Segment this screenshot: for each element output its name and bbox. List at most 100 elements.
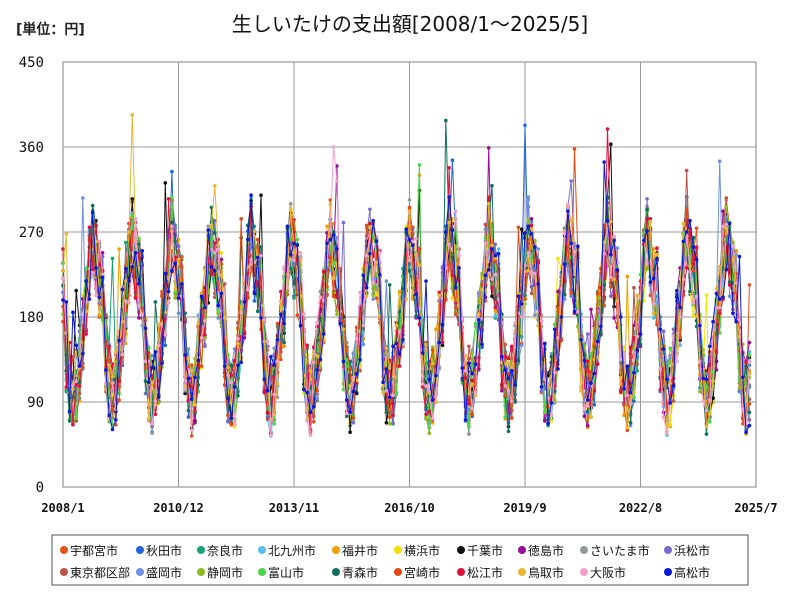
data-point: [651, 247, 656, 251]
data-point: [470, 406, 475, 411]
data-point: [226, 373, 230, 378]
data-point: [308, 433, 313, 437]
data-point: [64, 300, 69, 304]
data-point: [348, 367, 352, 371]
data-point: [328, 228, 333, 232]
data-point: [391, 421, 395, 425]
data-point: [741, 421, 745, 426]
data-point: [147, 417, 151, 421]
data-point: [156, 343, 161, 348]
data-point: [480, 342, 484, 347]
data-point: [675, 359, 679, 364]
data-point: [585, 423, 590, 428]
legend-item: さいたま市: [580, 543, 650, 558]
legend-label: 青森市: [342, 565, 378, 580]
data-point: [232, 358, 237, 363]
data-point: [130, 265, 135, 269]
data-point: [437, 340, 442, 345]
data-point: [252, 299, 257, 303]
data-point: [77, 371, 82, 376]
x-tick-label: 2025/7: [734, 501, 777, 515]
data-point: [533, 313, 537, 317]
data-point: [64, 232, 69, 236]
data-point: [137, 303, 141, 308]
data-point: [585, 359, 590, 364]
data-point: [180, 294, 184, 299]
data-point: [404, 297, 409, 301]
data-point: [67, 409, 72, 414]
data-point: [325, 231, 329, 235]
data-point: [285, 224, 290, 229]
data-point: [506, 361, 511, 366]
data-point: [209, 265, 214, 269]
data-point: [632, 285, 636, 290]
data-point: [569, 179, 573, 183]
data-point: [110, 374, 115, 379]
data-point: [407, 209, 412, 213]
data-point: [529, 232, 534, 236]
data-point: [595, 291, 600, 296]
y-tick-label: 270: [19, 225, 44, 241]
data-point: [447, 166, 451, 170]
data-point: [688, 218, 692, 223]
data-point: [173, 226, 177, 230]
data-point: [589, 370, 593, 374]
data-point: [305, 343, 310, 348]
data-point: [156, 395, 161, 400]
data-point: [143, 379, 148, 384]
data-point: [166, 301, 171, 305]
data-point: [193, 421, 197, 425]
data-point: [572, 309, 577, 314]
data-point: [81, 196, 85, 200]
data-point: [279, 350, 283, 354]
data-point: [605, 127, 610, 131]
data-point: [292, 217, 296, 222]
data-point: [150, 421, 154, 426]
data-point: [67, 419, 72, 423]
data-point: [255, 309, 260, 314]
data-point: [463, 418, 468, 422]
data-point: [470, 412, 475, 417]
data-point: [328, 255, 333, 260]
data-point: [708, 398, 712, 402]
data-point: [262, 318, 267, 322]
data-point: [371, 293, 376, 298]
data-point: [661, 347, 666, 351]
legend-label: 静岡市: [207, 565, 243, 580]
data-point: [727, 283, 732, 287]
data-point: [463, 369, 468, 373]
data-point: [170, 169, 174, 174]
legend-label: 鳥取市: [528, 565, 564, 580]
data-point: [137, 282, 141, 286]
data-point: [348, 430, 352, 435]
legend-label: 千葉市: [467, 543, 503, 558]
data-point: [618, 382, 623, 386]
data-point: [384, 392, 389, 397]
data-point: [493, 272, 498, 277]
legend-marker: [518, 568, 526, 576]
data-point: [61, 268, 65, 273]
data-point: [503, 384, 508, 388]
data-point: [417, 163, 422, 167]
legend-label: 富山市: [268, 565, 304, 580]
legend-label: 徳島市: [528, 543, 564, 558]
data-point: [288, 252, 293, 257]
data-point: [312, 420, 316, 424]
data-point: [486, 146, 491, 150]
data-point: [156, 322, 161, 327]
data-point: [741, 375, 745, 380]
data-point: [592, 343, 597, 348]
data-point: [325, 241, 329, 246]
data-point: [503, 415, 508, 419]
y-tick-label: 360: [19, 140, 44, 156]
data-point: [384, 421, 389, 425]
data-point: [737, 335, 742, 339]
data-point: [242, 300, 247, 304]
data-point: [74, 288, 78, 293]
data-point: [71, 387, 75, 391]
data-point: [681, 221, 686, 226]
data-point: [77, 384, 82, 388]
data-point: [490, 183, 494, 188]
data-point: [232, 421, 237, 426]
data-point: [562, 232, 567, 236]
